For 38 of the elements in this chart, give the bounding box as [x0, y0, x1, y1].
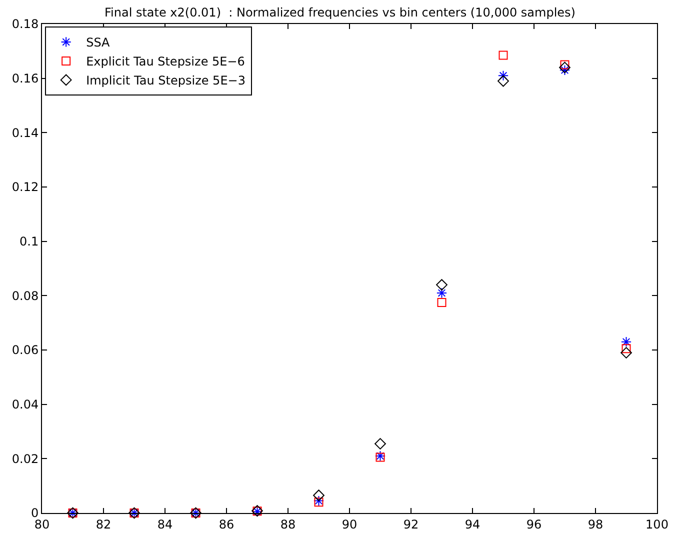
legend-label: SSA: [86, 36, 111, 50]
legend-label: Explicit Tau Stepsize 5E−6: [86, 54, 245, 69]
x-tick-label: 90: [342, 517, 358, 532]
point: [374, 438, 386, 450]
y-tick-label: 0.08: [12, 288, 39, 303]
point: [437, 298, 446, 307]
x-tick-label: 92: [403, 517, 419, 532]
x-tick-label: 84: [157, 517, 173, 532]
y-tick-label: 0.04: [12, 398, 39, 412]
y-tick-label: 0.02: [12, 452, 39, 466]
point: [436, 279, 448, 290]
y-tick-label: 0.16: [12, 72, 39, 86]
legend-label: Implicit Tau Stepsize 5E−3: [86, 74, 246, 88]
y-tick-label: 0.06: [12, 343, 39, 358]
point: [559, 62, 570, 74]
x-tick-label: 98: [588, 517, 604, 532]
chart-title: Final state x2(0.01) : Normalized frequencies vs bin centers (10,000 samples): [104, 6, 576, 20]
point: [313, 495, 324, 506]
y-tick-label: 0.14: [12, 126, 39, 140]
point: [620, 336, 632, 348]
x-tick-label: 94: [464, 517, 480, 532]
x-tick-label: 82: [96, 517, 112, 532]
point: [436, 288, 448, 298]
x-tick-label: 96: [526, 517, 542, 532]
point: [622, 344, 631, 354]
x-tick-label: 88: [280, 517, 296, 532]
point: [559, 64, 570, 76]
y-tick-label: 0.12: [12, 180, 39, 194]
point: [313, 490, 324, 502]
point: [498, 50, 508, 60]
point: [620, 347, 632, 358]
y-tick-label: 0.1: [20, 234, 39, 249]
point: [314, 498, 324, 507]
x-tick-label: 100: [646, 517, 668, 532]
y-tick-label: 0.18: [12, 17, 39, 32]
point: [498, 75, 509, 87]
point: [560, 60, 570, 70]
x-tick-label: 86: [218, 517, 234, 532]
